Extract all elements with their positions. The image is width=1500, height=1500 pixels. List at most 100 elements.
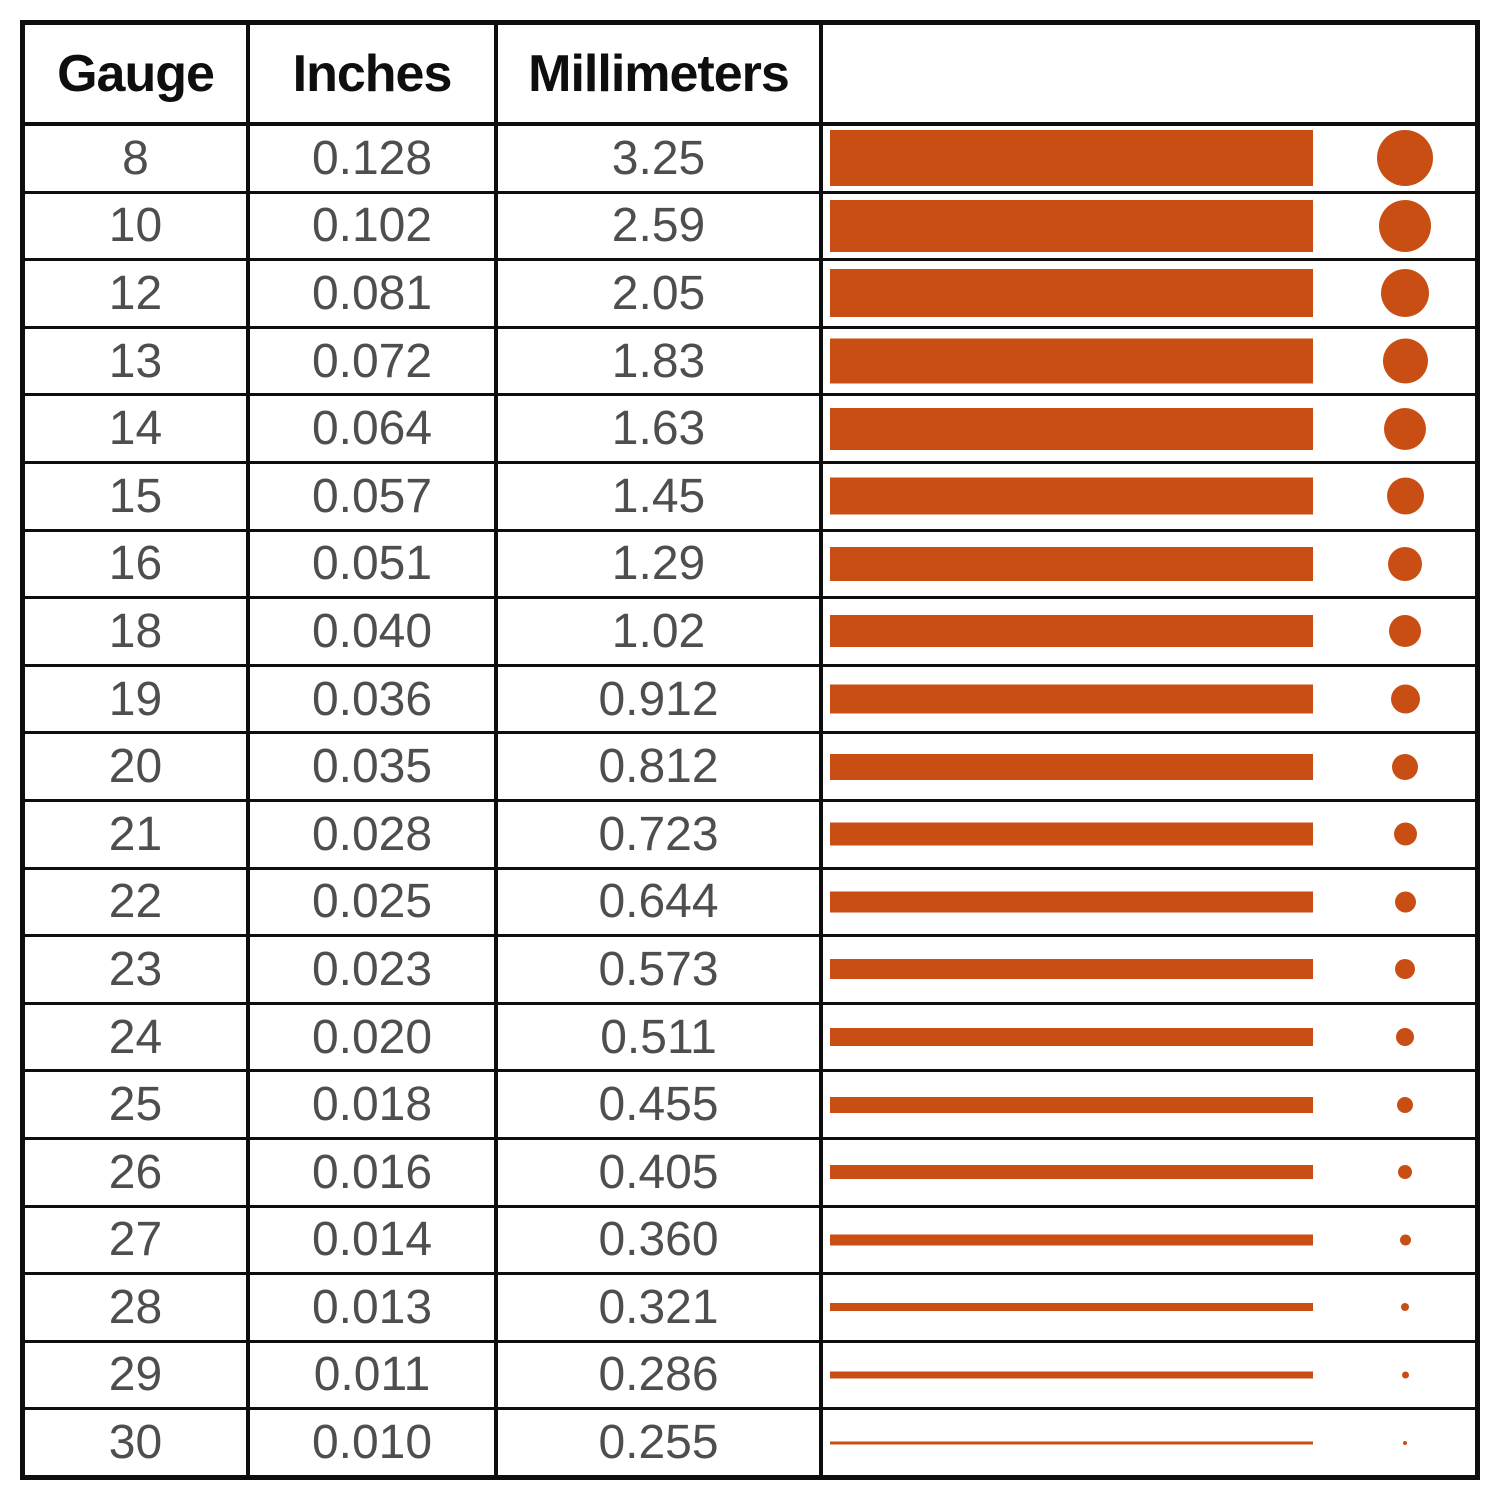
gauge-value: 15 xyxy=(25,463,250,529)
gauge-value: 8 xyxy=(25,126,250,191)
millimeters-value: 0.321 xyxy=(498,1275,823,1340)
wire-thickness-bar xyxy=(830,1303,1313,1312)
wire-diameter-dot xyxy=(1392,753,1418,780)
wire-diameter-dot xyxy=(1401,1371,1409,1379)
inches-value: 0.051 xyxy=(250,531,498,597)
wire-size-visual-cell xyxy=(823,870,1475,935)
wire-thickness-bar xyxy=(830,1441,1313,1445)
wire-thickness-bar xyxy=(830,959,1313,980)
wire-thickness-bar xyxy=(830,199,1313,252)
inches-value: 0.072 xyxy=(250,328,498,394)
millimeters-value: 1.63 xyxy=(498,396,823,461)
wire-diameter-dot xyxy=(1397,1096,1413,1113)
wire-diameter-dot xyxy=(1401,1303,1409,1312)
millimeters-value: 1.83 xyxy=(498,328,823,394)
table-row: 18 0.040 1.02 xyxy=(25,599,1475,667)
wire-size-visual-cell xyxy=(823,802,1475,867)
millimeters-value: 0.255 xyxy=(498,1410,823,1475)
wire-size-visual-cell xyxy=(823,396,1475,461)
inches-value: 0.010 xyxy=(250,1410,498,1475)
gauge-value: 21 xyxy=(25,801,250,867)
wire-diameter-dot xyxy=(1390,684,1420,714)
wire-diameter-dot xyxy=(1396,1028,1414,1047)
millimeters-value: 0.405 xyxy=(498,1139,823,1205)
inches-value: 0.016 xyxy=(250,1139,498,1205)
wire-thickness-bar xyxy=(830,822,1313,846)
gauge-value: 29 xyxy=(25,1342,250,1408)
wire-size-visual-cell xyxy=(823,126,1475,191)
wire-gauge-table: Gauge Inches Millimeters 8 0.128 3.25 10 0.1… xyxy=(20,20,1480,1480)
header-millimeters: Millimeters xyxy=(498,25,823,122)
table-body: 8 0.128 3.25 10 0.102 2.59 12 0.081 2.05 13 0.072 1… xyxy=(25,126,1475,1475)
wire-diameter-dot xyxy=(1384,407,1426,450)
millimeters-value: 1.45 xyxy=(498,463,823,529)
inches-value: 0.081 xyxy=(250,261,498,326)
gauge-value: 12 xyxy=(25,261,250,326)
wire-diameter-dot xyxy=(1394,891,1416,913)
header-inches: Inches xyxy=(250,25,498,122)
wire-thickness-bar xyxy=(830,546,1313,581)
millimeters-value: 2.59 xyxy=(498,193,823,259)
gauge-value: 13 xyxy=(25,328,250,394)
table-row: 24 0.020 0.511 xyxy=(25,1004,1475,1073)
wire-diameter-dot xyxy=(1395,959,1415,980)
wire-thickness-bar xyxy=(830,269,1313,318)
table-row: 13 0.072 1.83 xyxy=(25,328,1475,397)
millimeters-value: 0.455 xyxy=(498,1072,823,1137)
inches-value: 0.014 xyxy=(250,1207,498,1273)
table-row: 28 0.013 0.321 xyxy=(25,1275,1475,1343)
gauge-value: 20 xyxy=(25,734,250,799)
wire-size-visual-cell xyxy=(823,1072,1475,1137)
wire-thickness-bar xyxy=(830,338,1313,384)
wire-thickness-bar xyxy=(830,615,1313,648)
inches-value: 0.057 xyxy=(250,463,498,529)
header-gauge: Gauge xyxy=(25,25,250,122)
millimeters-value: 0.511 xyxy=(498,1004,823,1070)
gauge-value: 28 xyxy=(25,1275,250,1340)
table-row: 30 0.010 0.255 xyxy=(25,1410,1475,1475)
wire-size-visual-cell xyxy=(823,261,1475,326)
wire-diameter-dot xyxy=(1403,1440,1407,1445)
millimeters-value: 3.25 xyxy=(498,126,823,191)
millimeters-value: 0.644 xyxy=(498,869,823,935)
table-row: 25 0.018 0.455 xyxy=(25,1072,1475,1140)
wire-diameter-dot xyxy=(1388,546,1422,581)
wire-size-visual-cell xyxy=(823,1208,1475,1273)
gauge-value: 10 xyxy=(25,193,250,259)
millimeters-value: 0.723 xyxy=(498,801,823,867)
millimeters-value: 0.573 xyxy=(498,937,823,1002)
wire-size-visual-cell xyxy=(823,599,1475,664)
wire-thickness-bar xyxy=(830,891,1313,913)
wire-size-visual-cell xyxy=(823,1005,1475,1070)
wire-diameter-dot xyxy=(1386,477,1424,515)
table-row: 8 0.128 3.25 xyxy=(25,126,1475,194)
inches-value: 0.020 xyxy=(250,1004,498,1070)
wire-size-visual-cell xyxy=(823,1343,1475,1408)
wire-thickness-bar xyxy=(830,407,1313,450)
inches-value: 0.035 xyxy=(250,734,498,799)
table-row: 16 0.051 1.29 xyxy=(25,531,1475,600)
wire-diameter-dot xyxy=(1379,199,1431,252)
wire-size-visual-cell xyxy=(823,1140,1475,1205)
gauge-value: 26 xyxy=(25,1139,250,1205)
wire-thickness-bar xyxy=(830,1096,1313,1113)
table-row: 19 0.036 0.912 xyxy=(25,666,1475,735)
wire-thickness-bar xyxy=(830,684,1313,714)
millimeters-value: 1.29 xyxy=(498,531,823,597)
table-row: 20 0.035 0.812 xyxy=(25,734,1475,802)
wire-size-visual-cell xyxy=(823,329,1475,394)
wire-size-visual-cell xyxy=(823,937,1475,1002)
table-row: 23 0.023 0.573 xyxy=(25,937,1475,1005)
wire-diameter-dot xyxy=(1389,615,1421,648)
table-row: 10 0.102 2.59 xyxy=(25,193,1475,262)
gauge-value: 19 xyxy=(25,666,250,732)
wire-thickness-bar xyxy=(830,1371,1313,1379)
table-row: 29 0.011 0.286 xyxy=(25,1342,1475,1411)
table-row: 26 0.016 0.405 xyxy=(25,1139,1475,1208)
wire-diameter-dot xyxy=(1393,822,1417,846)
gauge-value: 24 xyxy=(25,1004,250,1070)
millimeters-value: 0.286 xyxy=(498,1342,823,1408)
inches-value: 0.036 xyxy=(250,666,498,732)
millimeters-value: 0.812 xyxy=(498,734,823,799)
